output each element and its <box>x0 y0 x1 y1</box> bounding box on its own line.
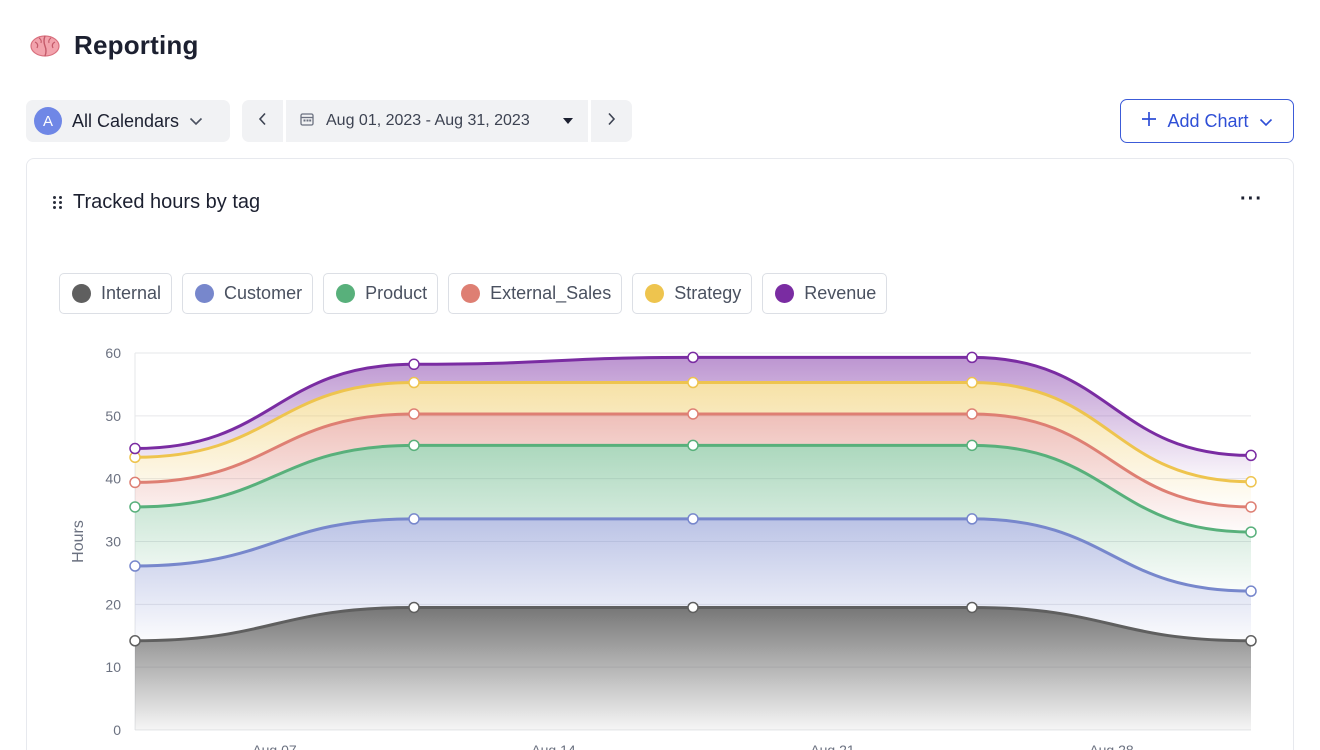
data-point <box>408 408 420 420</box>
y-tick-label: 20 <box>105 596 121 612</box>
toolbar: A All Calendars Aug 01, 2023 - Aug 31, 2… <box>26 100 632 142</box>
chevron-down-icon <box>189 117 203 126</box>
calendar-select-label: All Calendars <box>72 110 180 131</box>
stacked-area-chart: 0 10 20 30 40 50 60 Hours Aug 07 Aug 14 Aug 21 Aug … <box>70 345 1257 750</box>
data-point <box>966 439 978 452</box>
caret-down-icon <box>562 112 574 130</box>
data-point <box>687 376 699 389</box>
data-point <box>687 601 699 614</box>
data-point <box>966 513 978 525</box>
legend-label: Product <box>365 283 428 303</box>
data-point <box>129 476 141 489</box>
page-title: Reporting <box>74 30 199 60</box>
data-point <box>129 442 141 455</box>
chevron-left-icon <box>258 112 267 131</box>
legend-label: Internal <box>101 283 162 303</box>
data-point <box>408 376 420 389</box>
data-point <box>966 376 978 389</box>
area-customer <box>135 518 1251 641</box>
previous-period-button[interactable] <box>242 100 283 142</box>
data-point <box>129 635 141 647</box>
y-tick-label: 60 <box>105 345 121 361</box>
legend-item-internal[interactable]: Internal <box>59 273 173 314</box>
data-point <box>1245 501 1257 513</box>
y-tick-label: 50 <box>105 408 121 424</box>
data-point <box>129 501 141 513</box>
data-point <box>966 351 978 364</box>
legend-label: External_Sales <box>490 283 612 303</box>
data-point <box>687 408 699 420</box>
next-period-button[interactable] <box>591 100 632 142</box>
data-point <box>687 439 699 452</box>
y-axis-label: Hours <box>70 520 87 563</box>
data-point <box>687 351 699 364</box>
drag-handle-icon[interactable] <box>53 195 63 210</box>
data-point <box>408 513 420 525</box>
legend-item-external-sales[interactable]: External_Sales <box>448 273 623 314</box>
data-point <box>966 601 978 614</box>
card-title: Tracked hours by tag <box>73 191 261 213</box>
legend-label: Revenue <box>804 283 877 303</box>
date-range-text: Aug 01, 2023 - Aug 31, 2023 <box>326 112 530 129</box>
legend-item-strategy[interactable]: Strategy <box>632 273 753 314</box>
more-options-icon[interactable]: ··· <box>1240 188 1263 210</box>
data-point <box>1245 585 1257 597</box>
data-point <box>129 560 141 572</box>
legend-swatch <box>195 284 215 303</box>
data-point <box>408 601 420 614</box>
chevron-right-icon <box>607 112 616 131</box>
add-chart-button[interactable]: Add Chart <box>1120 99 1294 143</box>
y-tick-label: 0 <box>113 722 121 738</box>
data-point <box>408 439 420 452</box>
data-point <box>1245 449 1257 462</box>
calendar-icon <box>300 112 314 131</box>
x-tick-label: Aug 07 <box>252 742 297 750</box>
data-point <box>1245 635 1257 647</box>
y-tick-label: 10 <box>105 659 121 675</box>
add-chart-label: Add Chart <box>1167 110 1249 131</box>
legend-swatch <box>336 284 356 303</box>
avatar: A <box>34 107 62 135</box>
legend-item-revenue[interactable]: Revenue <box>762 273 888 314</box>
date-range-picker[interactable]: Aug 01, 2023 - Aug 31, 2023 <box>286 100 588 142</box>
legend-swatch <box>461 284 481 303</box>
calendar-select[interactable]: A All Calendars <box>26 100 230 142</box>
legend-item-product[interactable]: Product <box>323 273 439 314</box>
x-tick-label: Aug 28 <box>1089 742 1134 750</box>
data-point <box>1245 476 1257 488</box>
legend-swatch <box>775 284 795 303</box>
y-tick-label: 40 <box>105 471 121 487</box>
x-tick-label: Aug 14 <box>531 742 576 750</box>
data-point <box>966 408 978 420</box>
data-point <box>687 513 699 525</box>
page-header: Reporting <box>30 30 199 61</box>
chart-card: Tracked hours by tag ··· Internal Custome… <box>26 158 1294 750</box>
legend-item-customer[interactable]: Customer <box>182 273 314 314</box>
y-tick-label: 30 <box>105 534 121 550</box>
x-tick-label: Aug 21 <box>810 742 855 750</box>
legend-label: Customer <box>224 283 303 303</box>
card-header: Tracked hours by tag <box>53 191 260 214</box>
data-point <box>1245 526 1257 538</box>
brain-icon <box>30 31 60 61</box>
chart-legend: Internal Customer Product External_Sales Str… <box>59 273 888 314</box>
date-navigation: Aug 01, 2023 - Aug 31, 2023 <box>242 100 632 142</box>
area-internal <box>135 607 1251 730</box>
legend-swatch <box>72 284 91 303</box>
legend-swatch <box>645 284 665 303</box>
chevron-down-icon <box>1259 111 1273 132</box>
plus-icon <box>1141 111 1157 132</box>
data-point <box>408 358 420 371</box>
legend-label: Strategy <box>674 283 742 303</box>
